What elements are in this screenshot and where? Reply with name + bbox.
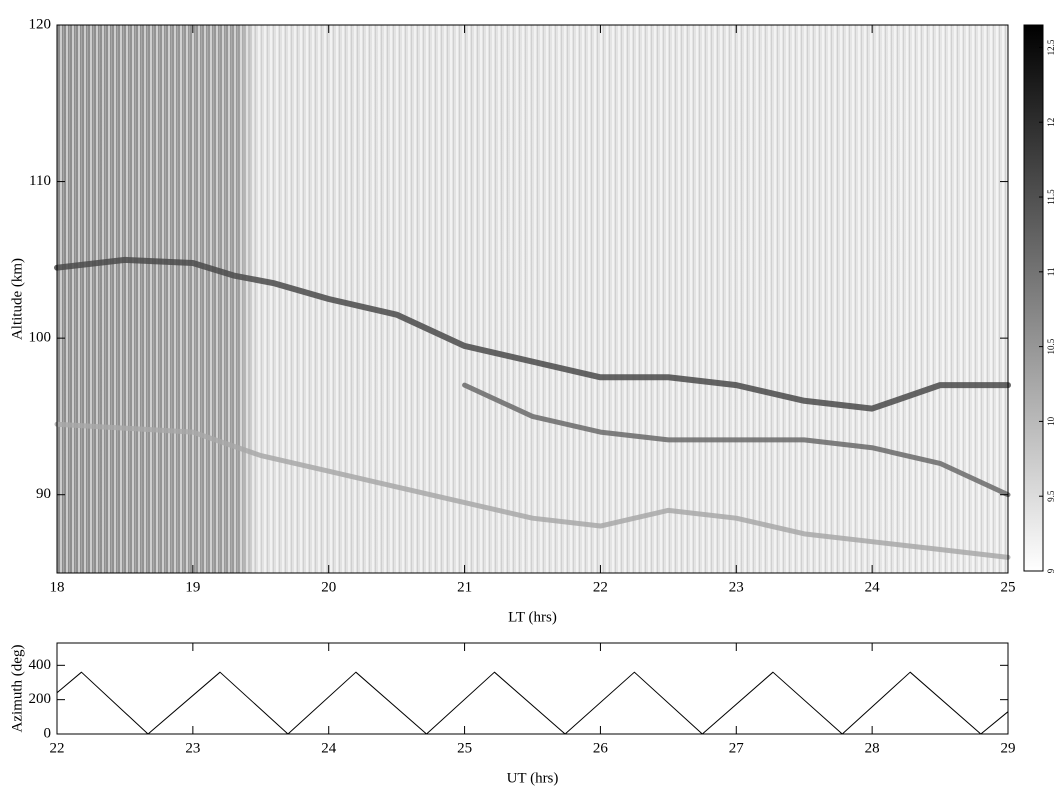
x-tick-label: 22 [593, 579, 608, 595]
x-tick-label: 24 [321, 740, 337, 756]
colorbar-tick-label: 9.5 [1046, 490, 1056, 502]
x-tick-label: 25 [457, 740, 472, 756]
x-tick-label: 18 [50, 579, 65, 595]
x-tick-label: 26 [593, 740, 609, 756]
y-tick-label: 110 [29, 173, 51, 189]
y-axis-label: Altitude (km) [9, 258, 25, 340]
y-tick-label: 0 [44, 725, 52, 741]
x-tick-label: 24 [865, 579, 881, 595]
series-line [56, 671, 1009, 735]
x-tick-label: 19 [185, 579, 200, 595]
colorbar-tick-label: 11.5 [1046, 189, 1056, 205]
series-line [54, 256, 1011, 412]
x-tick-label: 25 [1001, 579, 1016, 595]
x-tick-label: 22 [50, 740, 65, 756]
plot-frame [56, 24, 1009, 574]
colorbar-tick-label: 10 [1046, 416, 1056, 426]
x-tick-label: 27 [729, 740, 745, 756]
x-tick-label: 28 [865, 740, 880, 756]
x-axis-label: LT (hrs) [508, 609, 557, 625]
series-line [462, 382, 1011, 498]
y-tick-label: 90 [36, 486, 51, 502]
y-axis-label: Azimuth (deg) [9, 645, 25, 733]
plot-frame [56, 642, 1009, 735]
x-tick-label: 20 [321, 579, 336, 595]
y-tick-label: 100 [29, 330, 52, 346]
colorbar-tick-label: 12.5 [1046, 39, 1056, 55]
noise [57, 25, 1008, 573]
colorbar-tick-label: 11 [1046, 267, 1056, 276]
y-tick-label: 400 [29, 657, 52, 673]
colorbar [1023, 24, 1044, 572]
y-tick-label: 200 [29, 691, 52, 707]
x-tick-label: 21 [457, 579, 472, 595]
y-tick-label: 120 [29, 16, 52, 32]
series-line [54, 421, 1011, 560]
x-tick-label: 29 [1001, 740, 1016, 756]
x-tick-label: 23 [185, 740, 200, 756]
colorbar-tick-label: 10.5 [1046, 338, 1056, 354]
x-tick-label: 23 [729, 579, 744, 595]
x-axis-label: UT (hrs) [507, 770, 559, 786]
colorbar-tick-label: 9 [1046, 568, 1056, 573]
colorbar-tick-label: 12 [1046, 118, 1056, 127]
